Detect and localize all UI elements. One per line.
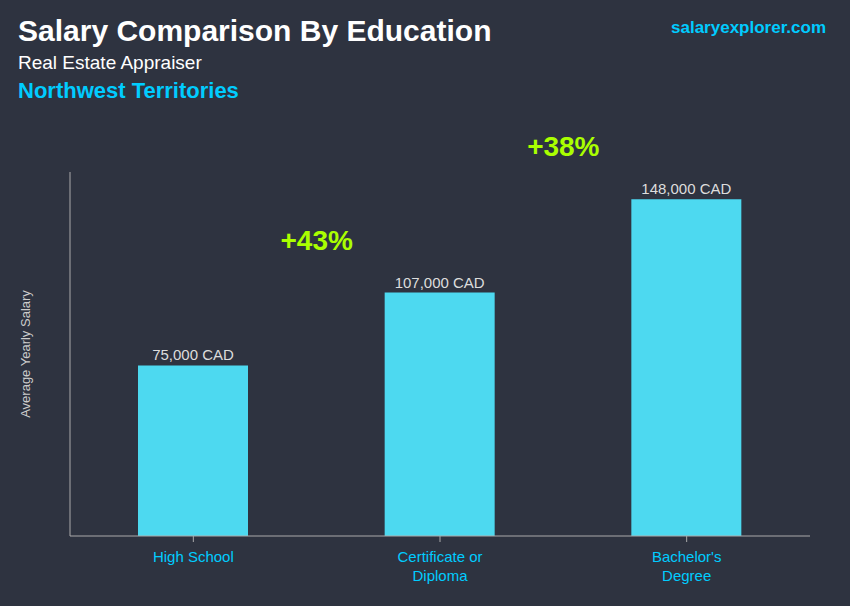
html-text:+38%: +38% bbox=[527, 131, 600, 163]
svg-text:148,000 CAD: 148,000 CAD bbox=[641, 180, 731, 197]
svg-text:75,000 CAD: 75,000 CAD bbox=[152, 346, 234, 363]
html-text:salaryexplorer.com: salaryexplorer.com bbox=[671, 18, 826, 37]
svg-text:Average Yearly Salary: Average Yearly Salary bbox=[18, 290, 33, 418]
svg-text:107,000 CAD: 107,000 CAD bbox=[395, 274, 485, 291]
svg-text:Bachelor'sDegree: Bachelor'sDegree bbox=[652, 548, 722, 584]
html-text:+43%: +43% bbox=[280, 224, 353, 256]
html-text:Salary Comparison By Education: Salary Comparison By Education bbox=[18, 14, 492, 47]
svg-text:High School: High School bbox=[153, 548, 234, 565]
html-text:Real Estate Appraiser: Real Estate Appraiser bbox=[18, 52, 202, 73]
svg-text:Certificate orDiploma: Certificate orDiploma bbox=[397, 548, 482, 584]
html-text:Northwest Territories: Northwest Territories bbox=[18, 78, 239, 103]
